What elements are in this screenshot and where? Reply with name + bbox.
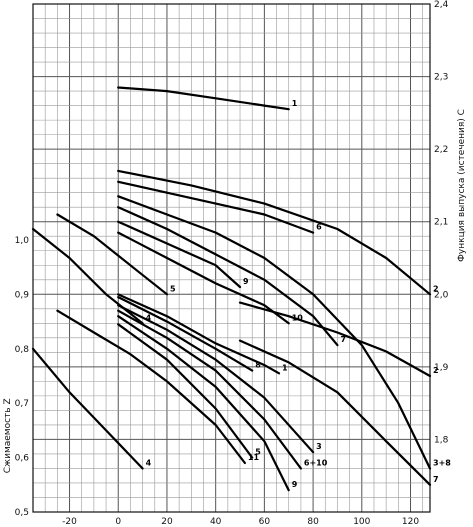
c-curve-label: 5 — [170, 284, 176, 293]
c-tick-label: 2,4 — [434, 0, 449, 10]
c-curve-7 — [117, 206, 339, 347]
z-curve-4 — [31, 347, 144, 470]
z-curve-label: 1 — [282, 363, 288, 372]
z-tick-label: 0,6 — [15, 454, 30, 464]
c-tick-label: 1,8 — [434, 435, 449, 445]
c-curve-9 — [117, 220, 242, 289]
z-curve-label: 6+10 — [304, 458, 328, 467]
c-curve-label: 1 — [292, 99, 298, 108]
z-tick-label: 0,8 — [15, 345, 30, 355]
z-curve-label: 8 — [255, 361, 261, 370]
plot-frame — [32, 3, 431, 513]
z-curve-label: 3 — [316, 442, 322, 451]
c-tick-label: 2,3 — [434, 73, 448, 83]
z-curve-label: 11 — [248, 453, 260, 462]
z-curve-8 — [117, 296, 254, 372]
z-curve-6-10 — [117, 309, 302, 470]
c-curve-label: 7 — [340, 335, 346, 344]
curves-layer — [31, 86, 432, 492]
x-tick-label: 120 — [402, 517, 419, 527]
c-curve-5 — [56, 213, 169, 296]
c-curve-label: 10 — [292, 313, 304, 322]
c-tick-label: 2,2 — [434, 145, 448, 155]
x-tick-label: 100 — [353, 517, 370, 527]
x-tick-label: 40 — [210, 517, 222, 527]
c-curve-label: 4 — [146, 313, 152, 322]
c-curve-1 — [117, 86, 290, 111]
curve-labels-layer: 1 2 6 3+8 7 9 10 4 5 1 2 7 3 8 6+10 9 5 4 11 — [146, 99, 452, 489]
c-tick-label: 1,9 — [434, 363, 449, 373]
z-axis-title: Сжимаемость Z — [3, 398, 13, 473]
z-curve-1 — [117, 293, 281, 375]
c-curve-label: 9 — [243, 277, 249, 286]
z-curve-label: 2 — [433, 366, 439, 375]
c-curve-label: 3+8 — [433, 458, 451, 467]
c-curve-label: 6 — [316, 223, 322, 232]
axes-layer: -20 0 20 40 60 80 100 1200,50,60,70,80,91,01,81… — [3, 0, 467, 527]
z-curve-label: 4 — [146, 458, 152, 467]
z-curve-11 — [56, 309, 246, 465]
z-tick-label: 0,7 — [15, 399, 29, 409]
c-axis-title: Функция выпуска (истечения) С — [457, 109, 467, 262]
x-tick-label: 0 — [115, 517, 121, 527]
x-tick-label: -20 — [62, 517, 77, 527]
z-curve-label: 7 — [433, 475, 439, 484]
z-curve-label: 9 — [292, 480, 298, 489]
z-curve-2 — [238, 301, 432, 378]
z-curve-5 — [117, 323, 254, 459]
c-tick-label: 2,0 — [434, 290, 449, 300]
c-curve-label: 2 — [433, 284, 439, 293]
grid-layer — [33, 3, 430, 513]
z-tick-label: 0,9 — [15, 290, 30, 300]
z-curve-label: 5 — [255, 448, 261, 457]
z-curve-9 — [117, 315, 290, 492]
x-tick-label: 60 — [259, 517, 271, 527]
c-curve-2 — [117, 169, 432, 296]
x-tick-label: 20 — [161, 517, 173, 527]
z-curve-7 — [238, 339, 432, 486]
c-tick-label: 2,1 — [434, 218, 448, 228]
c-curve-3-8 — [117, 195, 432, 470]
x-tick-label: 80 — [307, 517, 319, 527]
c-curve-6 — [117, 180, 315, 234]
z-curve-3 — [117, 304, 315, 454]
z-tick-label: 1,0 — [15, 236, 30, 246]
z-tick-label: 0,5 — [15, 508, 29, 518]
